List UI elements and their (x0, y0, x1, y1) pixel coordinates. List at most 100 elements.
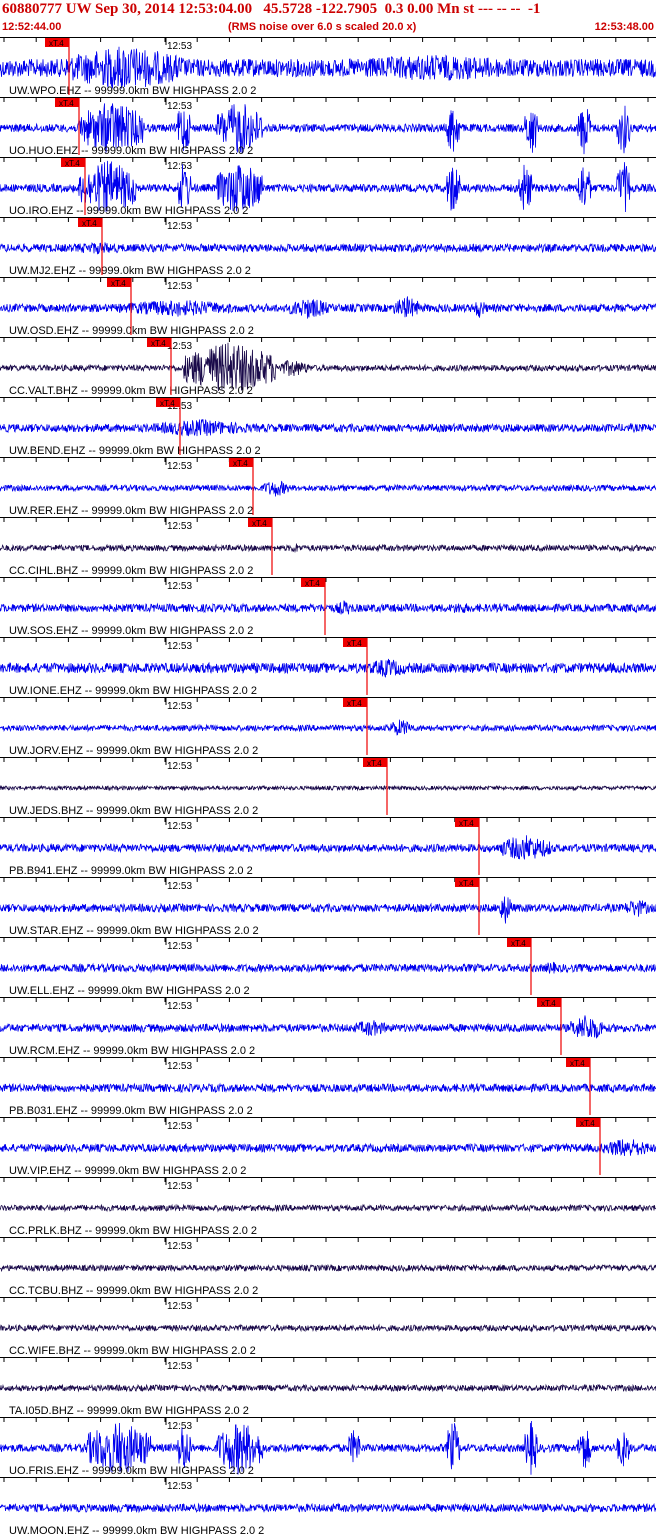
pick-label: xT.4 (65, 159, 80, 168)
waveform (0, 1263, 656, 1273)
trace-panel: 12:53 UW.RER.EHZ -- 99999.0km BW HIGHPASS… (0, 457, 656, 517)
minute-label: 12:53 (167, 1421, 192, 1432)
minute-label: 12:53 (167, 1001, 192, 1012)
header: 60880777 UW Sep 30, 2014 12:53:04.00 45.… (0, 0, 656, 36)
pick-label: xT.4 (347, 699, 362, 708)
pick-marker (363, 758, 387, 767)
pick-label: xT.4 (459, 879, 474, 888)
pick-marker (156, 398, 180, 407)
trace-panel: 12:53 CC.VALT.BHZ -- 99999.0km BW HIGHPAS… (0, 337, 656, 397)
waveform (0, 961, 656, 974)
trace-label: UW.IONE.EHZ -- 99999.0km BW HIGHPASS 2.0… (9, 685, 257, 697)
minute-label: 12:53 (167, 821, 192, 832)
pick-label: xT.4 (367, 759, 382, 768)
trace-panel: 12:53 CC.PRLK.BHZ -- 99999.0km BW HIGHPAS… (0, 1177, 656, 1237)
trace-panel: 12:53 UW.JEDS.BHZ -- 99999.0km BW HIGHPAS… (0, 757, 656, 817)
minute-label: 12:53 (167, 881, 192, 892)
minute-label: 12:53 (167, 1241, 192, 1252)
waveform (0, 835, 656, 860)
trace-label: UO.IRO.EHZ -- 99999.0km BW HIGHPASS 2.0 … (9, 205, 248, 217)
pick-label: xT.4 (347, 639, 362, 648)
pick-label: xT.4 (252, 519, 267, 528)
pick-label: xT.4 (459, 819, 474, 828)
pick-label: xT.4 (233, 459, 248, 468)
pick-marker (301, 578, 325, 587)
trace-panel: 12:53 UW.IONE.EHZ -- 99999.0km BW HIGHPAS… (0, 637, 656, 697)
pick-marker (576, 1118, 600, 1127)
minute-label: 12:53 (167, 581, 192, 592)
pick-label: xT.4 (541, 999, 556, 1008)
pick-marker (61, 158, 85, 167)
trace-panel: 12:53 UW.SOS.EHZ -- 99999.0km BW HIGHPASS… (0, 577, 656, 637)
waveform (0, 600, 656, 615)
trace-label: UW.JORV.EHZ -- 99999.0km BW HIGHPASS 2.0… (9, 745, 258, 757)
trace-label: UW.RCM.EHZ -- 99999.0km BW HIGHPASS 2.0 … (9, 1045, 255, 1057)
trace-label: UW.RER.EHZ -- 99999.0km BW HIGHPASS 2.0 … (9, 505, 253, 517)
waveform (0, 480, 656, 497)
minute-label: 12:53 (167, 221, 192, 232)
trace-label: PB.B031.EHZ -- 99999.0km BW HIGHPASS 2.0… (9, 1105, 253, 1117)
pick-marker (537, 998, 561, 1007)
waveform (0, 896, 656, 924)
waveform (0, 1502, 656, 1514)
pick-label: xT.4 (59, 99, 74, 108)
waveform (0, 342, 656, 391)
trace-panel: 12:53 UW.STAR.EHZ -- 99999.0km BW HIGHPAS… (0, 877, 656, 937)
minute-label: 12:53 (167, 341, 192, 352)
start-time: 12:52:44.00 (2, 21, 62, 33)
trace-panel: 12:53 UO.FRIS.EHZ -- 99999.0km BW HIGHPAS… (0, 1417, 656, 1477)
minute-label: 12:53 (167, 941, 192, 952)
pick-label: xT.4 (511, 939, 526, 948)
trace-panel: 12:53 UW.JORV.EHZ -- 99999.0km BW HIGHPAS… (0, 697, 656, 757)
minute-label: 12:53 (167, 101, 192, 112)
waveform (0, 103, 656, 155)
trace-panel: 12:53 TA.I05D.BHZ -- 99999.0km BW HIGHPAS… (0, 1357, 656, 1417)
trace-panel: 12:53 CC.WIFE.BHZ -- 99999.0km BW HIGHPAS… (0, 1297, 656, 1357)
pick-marker (107, 278, 131, 287)
waveform (0, 1323, 656, 1333)
minute-label: 12:53 (167, 281, 192, 292)
waveform (0, 1015, 656, 1039)
trace-label: CC.VALT.BHZ -- 99999.0km BW HIGHPASS 2.0… (9, 385, 253, 397)
trace-panel: 12:53 CC.TCBU.BHZ -- 99999.0km BW HIGHPAS… (0, 1237, 656, 1297)
rms-note: (RMS noise over 6.0 s scaled 20.0 x) (228, 21, 417, 33)
minute-label: 12:53 (167, 701, 192, 712)
trace-label: UW.BEND.EHZ -- 99999.0km BW HIGHPASS 2.0… (9, 445, 261, 457)
trace-panel: 12:53 UW.ELL.EHZ -- 99999.0km BW HIGHPASS… (0, 937, 656, 997)
waveform (0, 46, 656, 89)
pick-marker (55, 98, 79, 107)
waveform (0, 543, 656, 554)
trace-panel: 12:53 UW.RCM.EHZ -- 99999.0km BW HIGHPASS… (0, 997, 656, 1057)
pick-marker (248, 518, 272, 527)
trace-panel: 12:53 CC.CIHL.BHZ -- 99999.0km BW HIGHPAS… (0, 517, 656, 577)
pick-label: xT.4 (111, 279, 126, 288)
waveform (0, 658, 656, 678)
waveform (0, 1139, 656, 1157)
pick-label: xT.4 (49, 39, 64, 48)
trace-panel: 12:53 UW.WPO.EHZ -- 99999.0km BW HIGHPASS… (0, 37, 656, 97)
waveform (0, 719, 656, 736)
pick-label: xT.4 (580, 1119, 595, 1128)
trace-panel: 12:53 UW.MOON.EHZ -- 99999.0km BW HIGHPAS… (0, 1477, 656, 1537)
pick-marker (455, 878, 479, 887)
trace-label: CC.CIHL.BHZ -- 99999.0km BW HIGHPASS 2.0… (9, 565, 253, 577)
pick-marker (343, 638, 367, 647)
pick-marker (343, 698, 367, 707)
pick-label: xT.4 (305, 579, 320, 588)
minute-label: 12:53 (167, 761, 192, 772)
trace-panel: 12:53 UO.IRO.EHZ -- 99999.0km BW HIGHPASS… (0, 157, 656, 217)
event-title: 60880777 UW Sep 30, 2014 12:53:04.00 45.… (2, 1, 541, 17)
trace-label: PB.B941.EHZ -- 99999.0km BW HIGHPASS 2.0… (9, 865, 253, 877)
trace-label: UW.JEDS.BHZ -- 99999.0km BW HIGHPASS 2.0… (9, 805, 258, 817)
trace-label: CC.TCBU.BHZ -- 99999.0km BW HIGHPASS 2.0… (9, 1285, 258, 1297)
pick-label: xT.4 (82, 219, 97, 228)
minute-label: 12:53 (167, 1121, 192, 1132)
trace-panel: 12:53 UO.HUO.EHZ -- 99999.0km BW HIGHPASS… (0, 97, 656, 157)
pick-marker (45, 38, 69, 47)
minute-label: 12:53 (167, 1061, 192, 1072)
waveform (0, 242, 656, 255)
trace-panel: 12:53 PB.B941.EHZ -- 99999.0km BW HIGHPAS… (0, 817, 656, 877)
